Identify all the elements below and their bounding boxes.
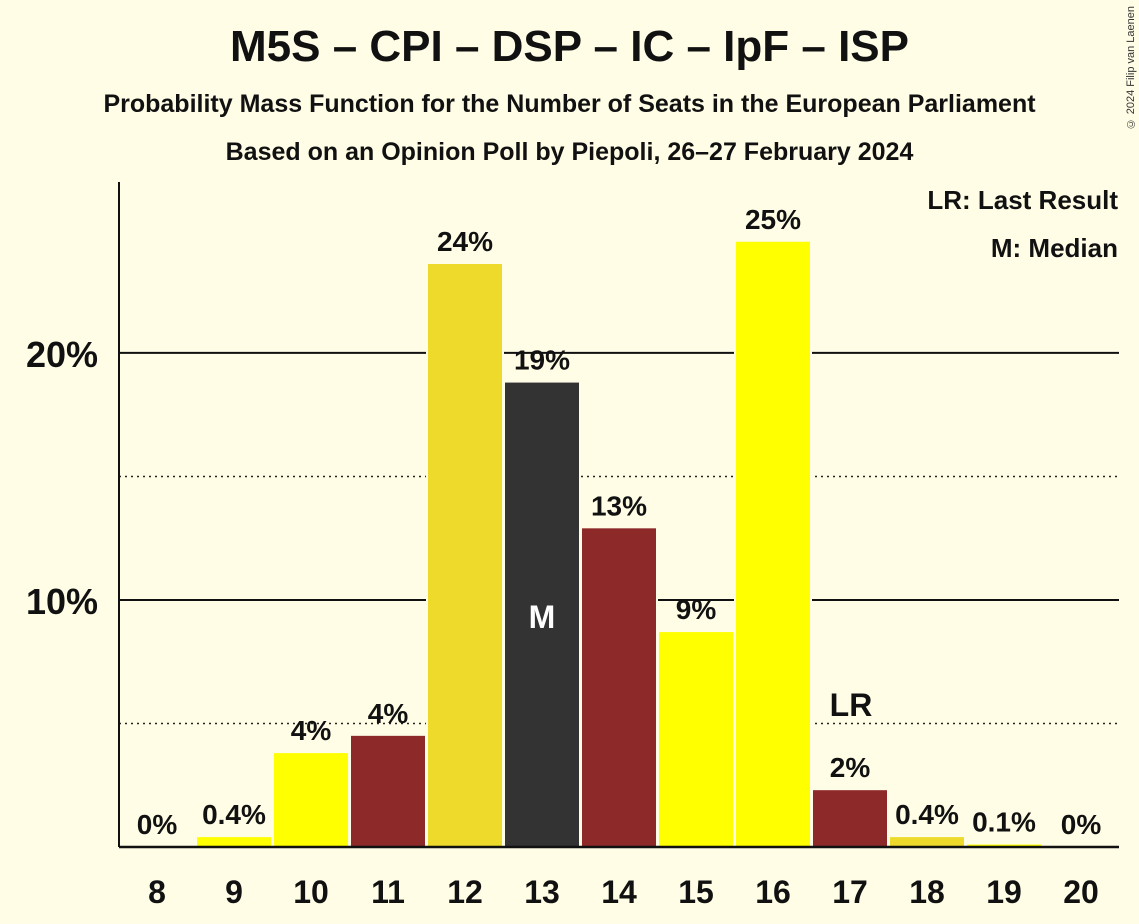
value-label: 13% bbox=[591, 490, 647, 521]
x-tick-label: 9 bbox=[225, 874, 243, 910]
value-label: 0.4% bbox=[895, 799, 959, 830]
bar-12 bbox=[428, 263, 502, 848]
x-tick-label: 16 bbox=[755, 874, 791, 910]
bar-10 bbox=[274, 753, 348, 847]
y-tick-label: 10% bbox=[26, 581, 98, 622]
axes: 10% 20% 8 9 10 11 12 13 14 15 16 17 18 19 20 bbox=[26, 182, 1119, 910]
value-label: 0.1% bbox=[972, 807, 1036, 838]
chart-subtitle-source: Based on an Opinion Poll by Piepoli, 26–… bbox=[225, 138, 914, 166]
value-label: 4% bbox=[291, 715, 332, 746]
x-tick-label: 11 bbox=[371, 874, 405, 910]
bar-15 bbox=[659, 632, 733, 847]
value-label: 2% bbox=[830, 752, 871, 783]
value-label: 0% bbox=[137, 809, 178, 840]
bars bbox=[195, 239, 1043, 848]
bar-9 bbox=[197, 837, 271, 847]
x-tick-label: 19 bbox=[986, 874, 1022, 910]
value-label: 4% bbox=[368, 698, 409, 729]
x-tick-label: 14 bbox=[601, 874, 637, 910]
x-tick-label: 13 bbox=[524, 874, 560, 910]
legend-entry: M: Median bbox=[991, 233, 1118, 263]
value-labels: 0% 0.4% 4% 4% 24% 19% M 13% 9% 25% 2% LR 0.4% 0.1% 0% bbox=[137, 204, 1102, 840]
bar-14 bbox=[582, 528, 656, 847]
x-tick-label: 20 bbox=[1063, 874, 1099, 910]
x-tick-label: 18 bbox=[909, 874, 945, 910]
value-label: 0.4% bbox=[202, 799, 266, 830]
value-label: 0% bbox=[1061, 809, 1102, 840]
legend-entry: LR: Last Result bbox=[927, 185, 1118, 215]
bar-13 bbox=[505, 382, 579, 847]
chart-title: M5S – CPI – DSP – IC – IpF – ISP bbox=[230, 22, 909, 71]
x-tick-label: 10 bbox=[293, 874, 329, 910]
x-tick-label: 15 bbox=[678, 874, 714, 910]
bar-18 bbox=[890, 837, 964, 847]
median-marker: M bbox=[529, 599, 556, 635]
chart-subtitle: Probability Mass Function for the Number… bbox=[103, 90, 1036, 118]
x-tick-label: 17 bbox=[832, 874, 868, 910]
bar-11 bbox=[351, 735, 425, 847]
last-result-marker: LR bbox=[830, 687, 873, 723]
bar-16 bbox=[736, 241, 810, 847]
legend: LR: Last Result M: Median bbox=[927, 185, 1118, 263]
bar-17 bbox=[813, 790, 887, 847]
value-label: 24% bbox=[437, 226, 493, 257]
value-label: 25% bbox=[745, 204, 801, 235]
y-tick-label: 20% bbox=[26, 334, 98, 375]
value-label: 19% bbox=[514, 345, 570, 376]
value-label: 9% bbox=[676, 594, 717, 625]
x-tick-label: 12 bbox=[447, 874, 483, 910]
x-tick-label: 8 bbox=[148, 874, 166, 910]
